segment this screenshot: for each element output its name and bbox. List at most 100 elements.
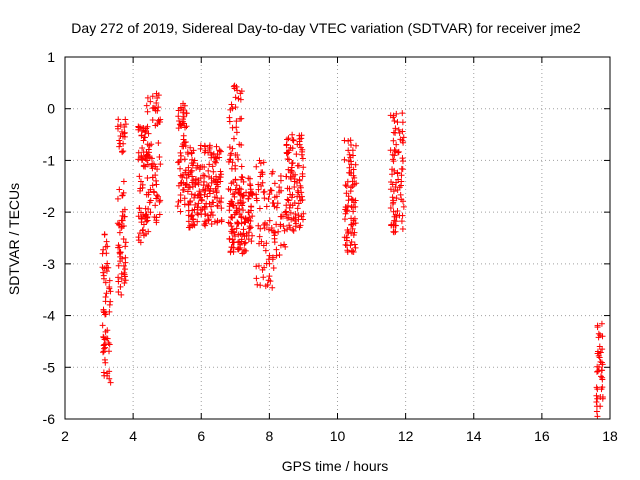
data-point [184, 188, 191, 195]
data-point [394, 119, 401, 126]
data-point [229, 124, 236, 131]
data-point [238, 163, 245, 170]
data-point [228, 165, 235, 172]
data-point [116, 186, 123, 193]
data-point [597, 394, 604, 401]
data-point [191, 194, 198, 201]
data-point [249, 213, 256, 220]
data-point [292, 217, 299, 224]
data-point [213, 143, 220, 150]
data-point [229, 198, 236, 205]
data-point [346, 169, 353, 176]
data-point [116, 229, 123, 236]
data-point [203, 220, 210, 227]
data-point [239, 250, 246, 257]
data-point [140, 232, 147, 239]
data-point [291, 200, 298, 207]
data-point [102, 311, 109, 318]
y-tick-label: -4 [43, 308, 56, 324]
data-point [238, 238, 245, 245]
data-point [187, 144, 194, 151]
data-point [175, 198, 182, 205]
data-point [271, 235, 278, 242]
data-point [194, 192, 201, 199]
data-point [155, 104, 162, 111]
data-point [253, 191, 260, 198]
data-point [177, 149, 184, 156]
data-point [106, 308, 113, 315]
data-point [142, 205, 149, 212]
y-tick-label: -3 [43, 256, 56, 272]
data-point [197, 175, 204, 182]
data-point [265, 195, 272, 202]
data-point [294, 205, 301, 212]
data-point [285, 156, 292, 163]
data-point [343, 190, 350, 197]
data-point [350, 248, 357, 255]
data-point [191, 157, 198, 164]
data-point [229, 159, 236, 166]
data-point [264, 281, 271, 288]
data-point [248, 203, 255, 210]
data-point [116, 137, 123, 144]
data-point [226, 114, 233, 121]
data-point [202, 187, 209, 194]
data-point [394, 186, 401, 193]
data-point [138, 152, 145, 159]
data-point [292, 211, 299, 218]
data-point [106, 301, 113, 308]
data-point [201, 191, 208, 198]
data-point [276, 251, 283, 258]
data-point [185, 207, 192, 214]
data-point [389, 194, 396, 201]
data-point [106, 341, 113, 348]
data-point [234, 219, 241, 226]
data-point [144, 94, 151, 101]
data-point [349, 225, 356, 232]
data-point [290, 227, 297, 234]
data-point [243, 189, 250, 196]
chart-title: Day 272 of 2019, Sidereal Day-to-day VTE… [71, 20, 581, 36]
data-point [242, 239, 249, 246]
data-point [397, 136, 404, 143]
data-point [122, 259, 129, 266]
data-point [106, 368, 113, 375]
data-point [350, 204, 357, 211]
data-point [398, 172, 405, 179]
data-point [594, 322, 601, 329]
data-point [208, 209, 215, 216]
data-point [593, 392, 600, 399]
data-point [106, 375, 113, 382]
data-point [144, 214, 151, 221]
data-point [399, 110, 406, 117]
data-point [190, 177, 197, 184]
data-point [593, 368, 600, 375]
data-point [235, 95, 242, 102]
data-point [257, 160, 264, 167]
data-point [259, 266, 266, 273]
data-point [149, 116, 156, 123]
data-point [285, 135, 292, 142]
data-point [101, 231, 108, 238]
data-point [147, 209, 154, 216]
data-point [138, 215, 145, 222]
data-point [228, 244, 235, 251]
x-tick-label: 2 [61, 428, 69, 444]
data-point [257, 282, 264, 289]
data-point [253, 263, 260, 270]
data-point [214, 151, 221, 158]
data-point [148, 141, 155, 148]
data-point [181, 201, 188, 208]
data-point [345, 138, 352, 145]
data-point [350, 152, 357, 159]
data-point [269, 284, 276, 291]
data-point [174, 203, 181, 210]
data-point [255, 186, 262, 193]
data-point [182, 167, 189, 174]
data-point [226, 144, 233, 151]
data-point [137, 178, 144, 185]
data-point [185, 218, 192, 225]
data-point [122, 266, 129, 273]
data-point [140, 226, 147, 233]
